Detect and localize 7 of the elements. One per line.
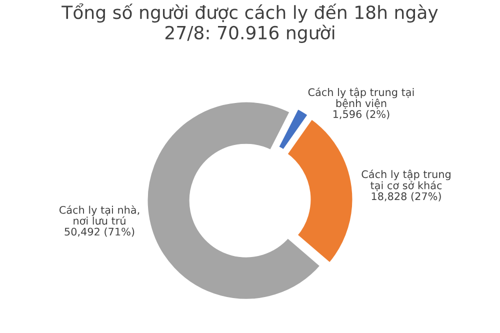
slice-label: Cách ly tập trung tại cơ sở khác: [362, 170, 450, 192]
data-label: 50,492 (71%): [64, 228, 134, 237]
data-label: 1,596 (2%): [333, 110, 390, 120]
data-label: 18,828 (27%): [372, 192, 441, 202]
chart-title: Tổng số người được cách ly đến 18h ngày 27/8: 70.916 người: [62, 3, 438, 43]
slice-label: Cách ly tập trung tại bệnh viện: [308, 88, 414, 109]
slice-label: Cách ly tại nhà, nơi lưu trú: [59, 205, 140, 225]
